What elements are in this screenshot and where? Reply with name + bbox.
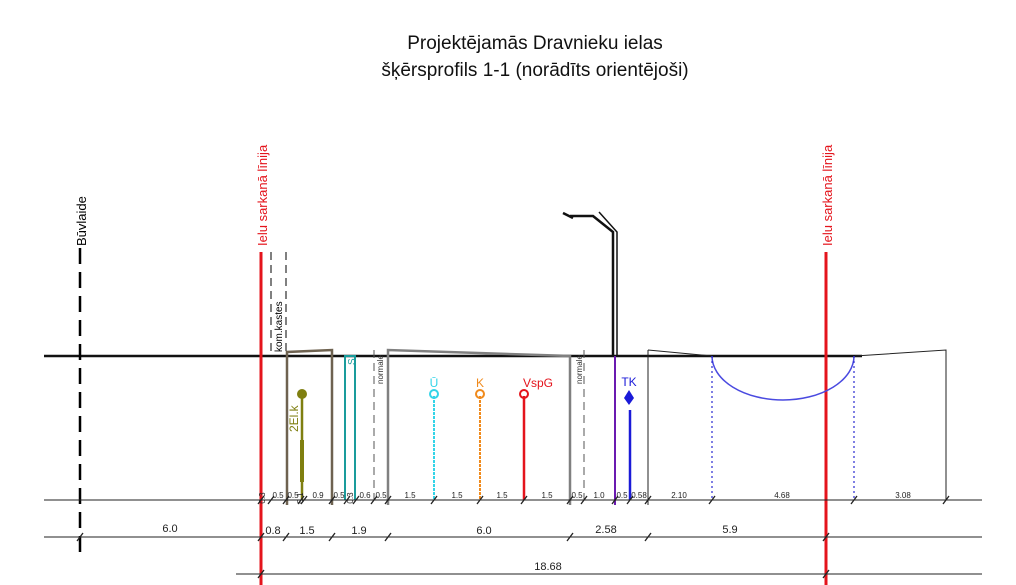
dim1-1: 0.5 xyxy=(272,491,284,500)
ground-slope-right xyxy=(854,349,947,500)
dim1-9: 1.5 xyxy=(404,491,416,500)
kom-kastes-label: kom.kastes xyxy=(274,301,285,352)
dim1-2: 0.5 xyxy=(287,491,299,500)
ditch-arc xyxy=(711,355,855,401)
k-head xyxy=(475,389,485,399)
title-line-1: Projektējamās Dravnieku ielas xyxy=(407,33,663,54)
dim1-11: 1.5 xyxy=(496,491,508,500)
vspg-label: VspG xyxy=(523,376,553,390)
title-line-2: šķērsprofils 1-1 (norādīts orientējoši) xyxy=(381,60,689,81)
dim1-13: 0.5 xyxy=(571,491,583,500)
tk-label: TK xyxy=(621,375,636,389)
dim1-7: 0.6 xyxy=(359,491,371,500)
street-light-arm xyxy=(562,211,574,220)
u-label: Ū xyxy=(430,376,439,390)
street-light-pole-inner xyxy=(598,211,618,356)
dim2-2: 1.5 xyxy=(299,525,314,537)
roadway-edge xyxy=(386,348,572,505)
dim1-6: 0.3 xyxy=(346,492,355,504)
dim-row2-labels: 6.0 0.8 1.5 1.9 6.0 2.58 5.9 xyxy=(162,523,737,537)
dim-row1-labels: 0.3 0.5 0.5 0.1 0.9 0.5 0.3 0.6 0.5 1.5 … xyxy=(258,491,911,504)
dim2-4: 6.0 xyxy=(476,525,491,537)
elk-label: 2El.k xyxy=(287,404,301,432)
normale-label-2: normale xyxy=(575,355,584,384)
s-label: S xyxy=(347,358,358,365)
ditch-top xyxy=(647,349,713,357)
dim1-5: 0.5 xyxy=(333,491,345,500)
dim1-16: 0.58 xyxy=(631,491,647,500)
dim2-3: 1.9 xyxy=(351,525,366,537)
dim1-15: 0.5 xyxy=(616,491,628,500)
dim1-0: 0.3 xyxy=(258,492,267,504)
sarkana-linija-right-label: Ielu sarkanā līnija xyxy=(820,144,835,246)
elk-head xyxy=(297,389,307,399)
dim-row1-ticks xyxy=(257,495,950,505)
dim1-18: 4.68 xyxy=(774,491,790,500)
street-light-pole xyxy=(570,214,615,356)
drawing-title: Projektējamās Dravnieku ielas šķērsprofi… xyxy=(300,30,770,84)
dim1-12: 1.5 xyxy=(541,491,553,500)
dim-row3-ticks xyxy=(257,569,830,579)
k-label: K xyxy=(476,376,484,390)
dim2-1: 0.8 xyxy=(265,525,280,537)
dim1-14: 1.0 xyxy=(593,491,605,500)
dim1-17: 2.10 xyxy=(671,491,687,500)
dim3-0: 18.68 xyxy=(534,561,562,573)
dim1-8: 0.5 xyxy=(375,491,387,500)
dim1-10: 1.5 xyxy=(451,491,463,500)
buvlaide-label: Būvlaide xyxy=(74,196,89,246)
u-head xyxy=(429,389,439,399)
tk-icon xyxy=(624,390,634,405)
dim2-0: 6.0 xyxy=(162,523,177,535)
s-duct xyxy=(344,355,356,500)
dim2-5: 2.58 xyxy=(595,524,616,536)
sarkana-linija-left-label: Ielu sarkanā līnija xyxy=(255,144,270,246)
vspg-head xyxy=(519,389,529,399)
dim2-6: 5.9 xyxy=(722,524,737,536)
sidewalk-edge xyxy=(285,348,334,505)
dim1-4: 0.9 xyxy=(312,491,324,500)
dim1-3: 0.1 xyxy=(296,492,305,504)
dim1-19: 3.08 xyxy=(895,491,911,500)
normale-label-1: normale xyxy=(376,355,385,384)
dim-row2-ticks xyxy=(76,532,830,542)
